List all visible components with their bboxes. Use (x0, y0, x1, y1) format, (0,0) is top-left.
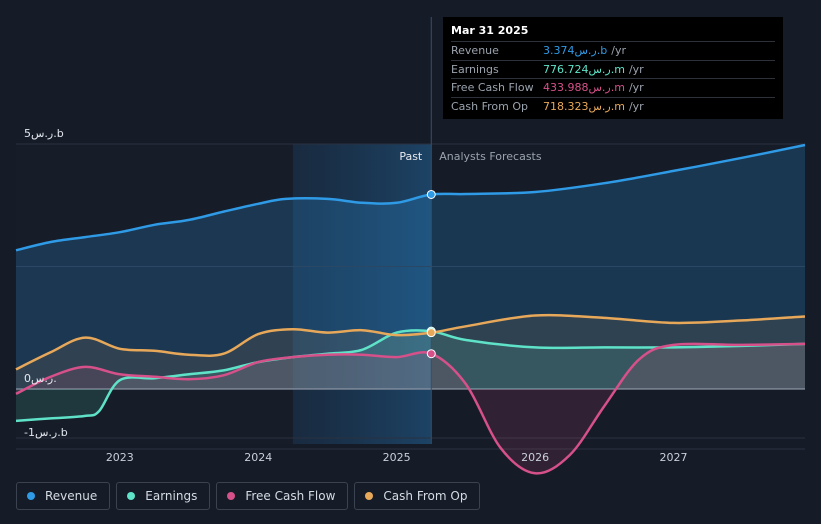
legend-item-revenue[interactable]: Revenue (16, 482, 111, 510)
tooltip-row: Revenue 3.374ر.س.b/yr (451, 41, 775, 60)
x-tick-label: 2027 (660, 451, 688, 464)
legend-label: Cash From Op (383, 489, 468, 503)
tooltip-row: Earnings 776.724ر.س.m/yr (451, 59, 775, 79)
tooltip-row: Cash From Op 718.323ر.س.m/yr (451, 96, 775, 116)
x-tick-label: 2023 (106, 451, 134, 464)
tooltip-row-label: Earnings (451, 62, 499, 76)
tooltip-row-value: 718.323ر.س.m (543, 99, 625, 113)
plot-background-left (16, 144, 311, 444)
past-shaded-region (292, 144, 432, 444)
free-cash-flow-area (16, 343, 805, 474)
x-tick-label: 2025 (383, 451, 411, 464)
gridlines (16, 143, 805, 450)
legend-label: Revenue (45, 489, 98, 503)
tooltip-rows: Revenue 3.374ر.س.b/yr Earnings 776.724ر.س.m… (451, 41, 775, 115)
cash-from-op-area (16, 315, 805, 389)
legend-label: Free Cash Flow (245, 489, 336, 503)
tooltip-row-unit: /yr (628, 62, 644, 76)
earnings-area (16, 330, 805, 421)
tooltip-row-label: Free Cash Flow (451, 81, 534, 94)
tooltip-row-value: 433.988ر.س.m (543, 81, 625, 94)
legend-item-earnings[interactable]: Earnings (116, 482, 211, 510)
series-lines (15, 143, 806, 475)
forecast-label: Analysts Forecasts (439, 150, 542, 163)
y-tick-label: -1ر.س.b (24, 426, 68, 439)
free-cash-flow-marker (426, 349, 436, 359)
legend-dot-icon (365, 492, 374, 500)
cash-from-op-marker (426, 328, 436, 338)
y-axis-labels: 5ر.س.b 0ر.س. -1ر.س.b (24, 127, 68, 439)
legend-dot-icon (27, 492, 35, 500)
legend-dot-icon (227, 492, 236, 500)
free-cash-flow-line (15, 342, 806, 475)
revenue-marker (426, 189, 436, 199)
revenue-line (15, 143, 806, 252)
y-tick-label: 5ر.س.b (24, 127, 64, 140)
tooltip-row-value: 776.724ر.س.m (543, 62, 625, 76)
x-axis-labels: 2023 2024 2025 2026 2027 (106, 451, 688, 464)
tooltip-row-unit: /yr (628, 81, 644, 94)
legend-item-free-cash-flow[interactable]: Free Cash Flow (216, 482, 349, 510)
tooltip: Mar 31 2025 Revenue 3.374ر.س.b/yr Earnings… (443, 17, 783, 119)
x-tick-label: 2026 (521, 451, 549, 464)
y-tick-label: 0ر.س. (24, 372, 57, 385)
legend-label: Earnings (145, 489, 198, 503)
tooltip-markers (426, 189, 436, 359)
legend: Revenue Earnings Free Cash Flow Cash From O… (16, 482, 481, 512)
past-label: Past (399, 150, 423, 163)
revenue-area (16, 145, 805, 389)
legend-dot-icon (127, 492, 136, 500)
tooltip-row-unit: /yr (628, 99, 644, 113)
series-areas (16, 145, 805, 474)
legend-item-cash-from-op[interactable]: Cash From Op (354, 482, 481, 510)
cash-from-op-line (15, 313, 806, 371)
tooltip-date: Mar 31 2025 (451, 24, 529, 37)
tooltip-row-value: 3.374ر.س.b (543, 44, 608, 57)
tooltip-row-label: Revenue (451, 44, 499, 57)
tooltip-row: Free Cash Flow 433.988ر.س.m/yr (451, 78, 775, 97)
tooltip-row-unit: /yr (611, 44, 626, 57)
x-tick-label: 2024 (244, 451, 272, 464)
tooltip-row-label: Cash From Op (451, 99, 529, 113)
